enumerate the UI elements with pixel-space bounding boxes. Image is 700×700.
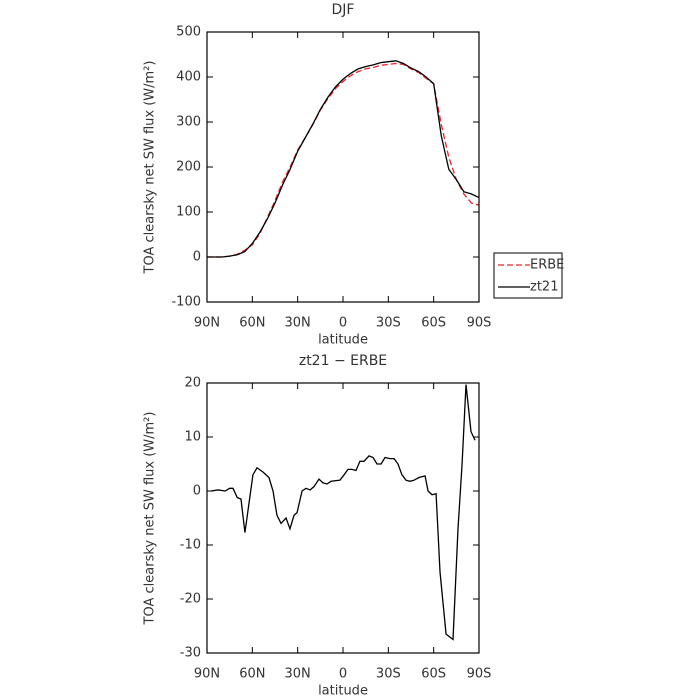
data-line [207, 62, 480, 258]
x-tick-label: 0 [339, 316, 347, 331]
y-tick-label: 10 [184, 430, 201, 445]
legend-label: zt21 [530, 280, 558, 295]
x-tick-label: 60N [239, 667, 265, 682]
x-axis-label: latitude [318, 684, 368, 699]
x-tick-label: 90S [467, 316, 492, 331]
x-tick-label: 30N [285, 316, 311, 331]
plot-frame [206, 31, 480, 303]
chart-title: zt21 − ERBE [299, 353, 387, 369]
data-line [210, 384, 476, 641]
x-tick-label: 60S [421, 316, 446, 331]
y-tick-label: 0 [193, 250, 201, 265]
data-line [207, 60, 480, 258]
y-tick-label: -10 [180, 538, 201, 553]
y-tick-label: 0 [193, 484, 201, 499]
legend-box [493, 252, 563, 299]
y-tick-label: -20 [180, 592, 201, 607]
y-axis-label: TOA clearsky net SW flux (W/m²) [143, 412, 158, 626]
x-tick-label: 30S [376, 316, 401, 331]
x-tick-label: 90S [467, 667, 492, 682]
plot-frame [206, 382, 480, 654]
y-tick-label: 20 [184, 376, 201, 391]
x-tick-label: 90N [194, 667, 220, 682]
y-axis-label: TOA clearsky net SW flux (W/m²) [143, 61, 158, 275]
y-tick-label: 400 [176, 70, 201, 85]
y-tick-label: -30 [180, 646, 201, 661]
x-axis-label: latitude [318, 333, 368, 348]
x-tick-label: 90N [194, 316, 220, 331]
x-tick-label: 60S [421, 667, 446, 682]
legend-label: ERBE [530, 258, 564, 273]
y-tick-label: -100 [171, 295, 201, 310]
x-tick-label: 0 [339, 667, 347, 682]
x-tick-label: 60N [239, 316, 265, 331]
y-tick-label: 500 [176, 25, 201, 40]
x-tick-label: 30S [376, 667, 401, 682]
y-tick-label: 100 [176, 205, 201, 220]
x-tick-label: 30N [285, 667, 311, 682]
y-tick-label: 200 [176, 160, 201, 175]
y-tick-label: 300 [176, 115, 201, 130]
chart-title: DJF [332, 2, 355, 18]
